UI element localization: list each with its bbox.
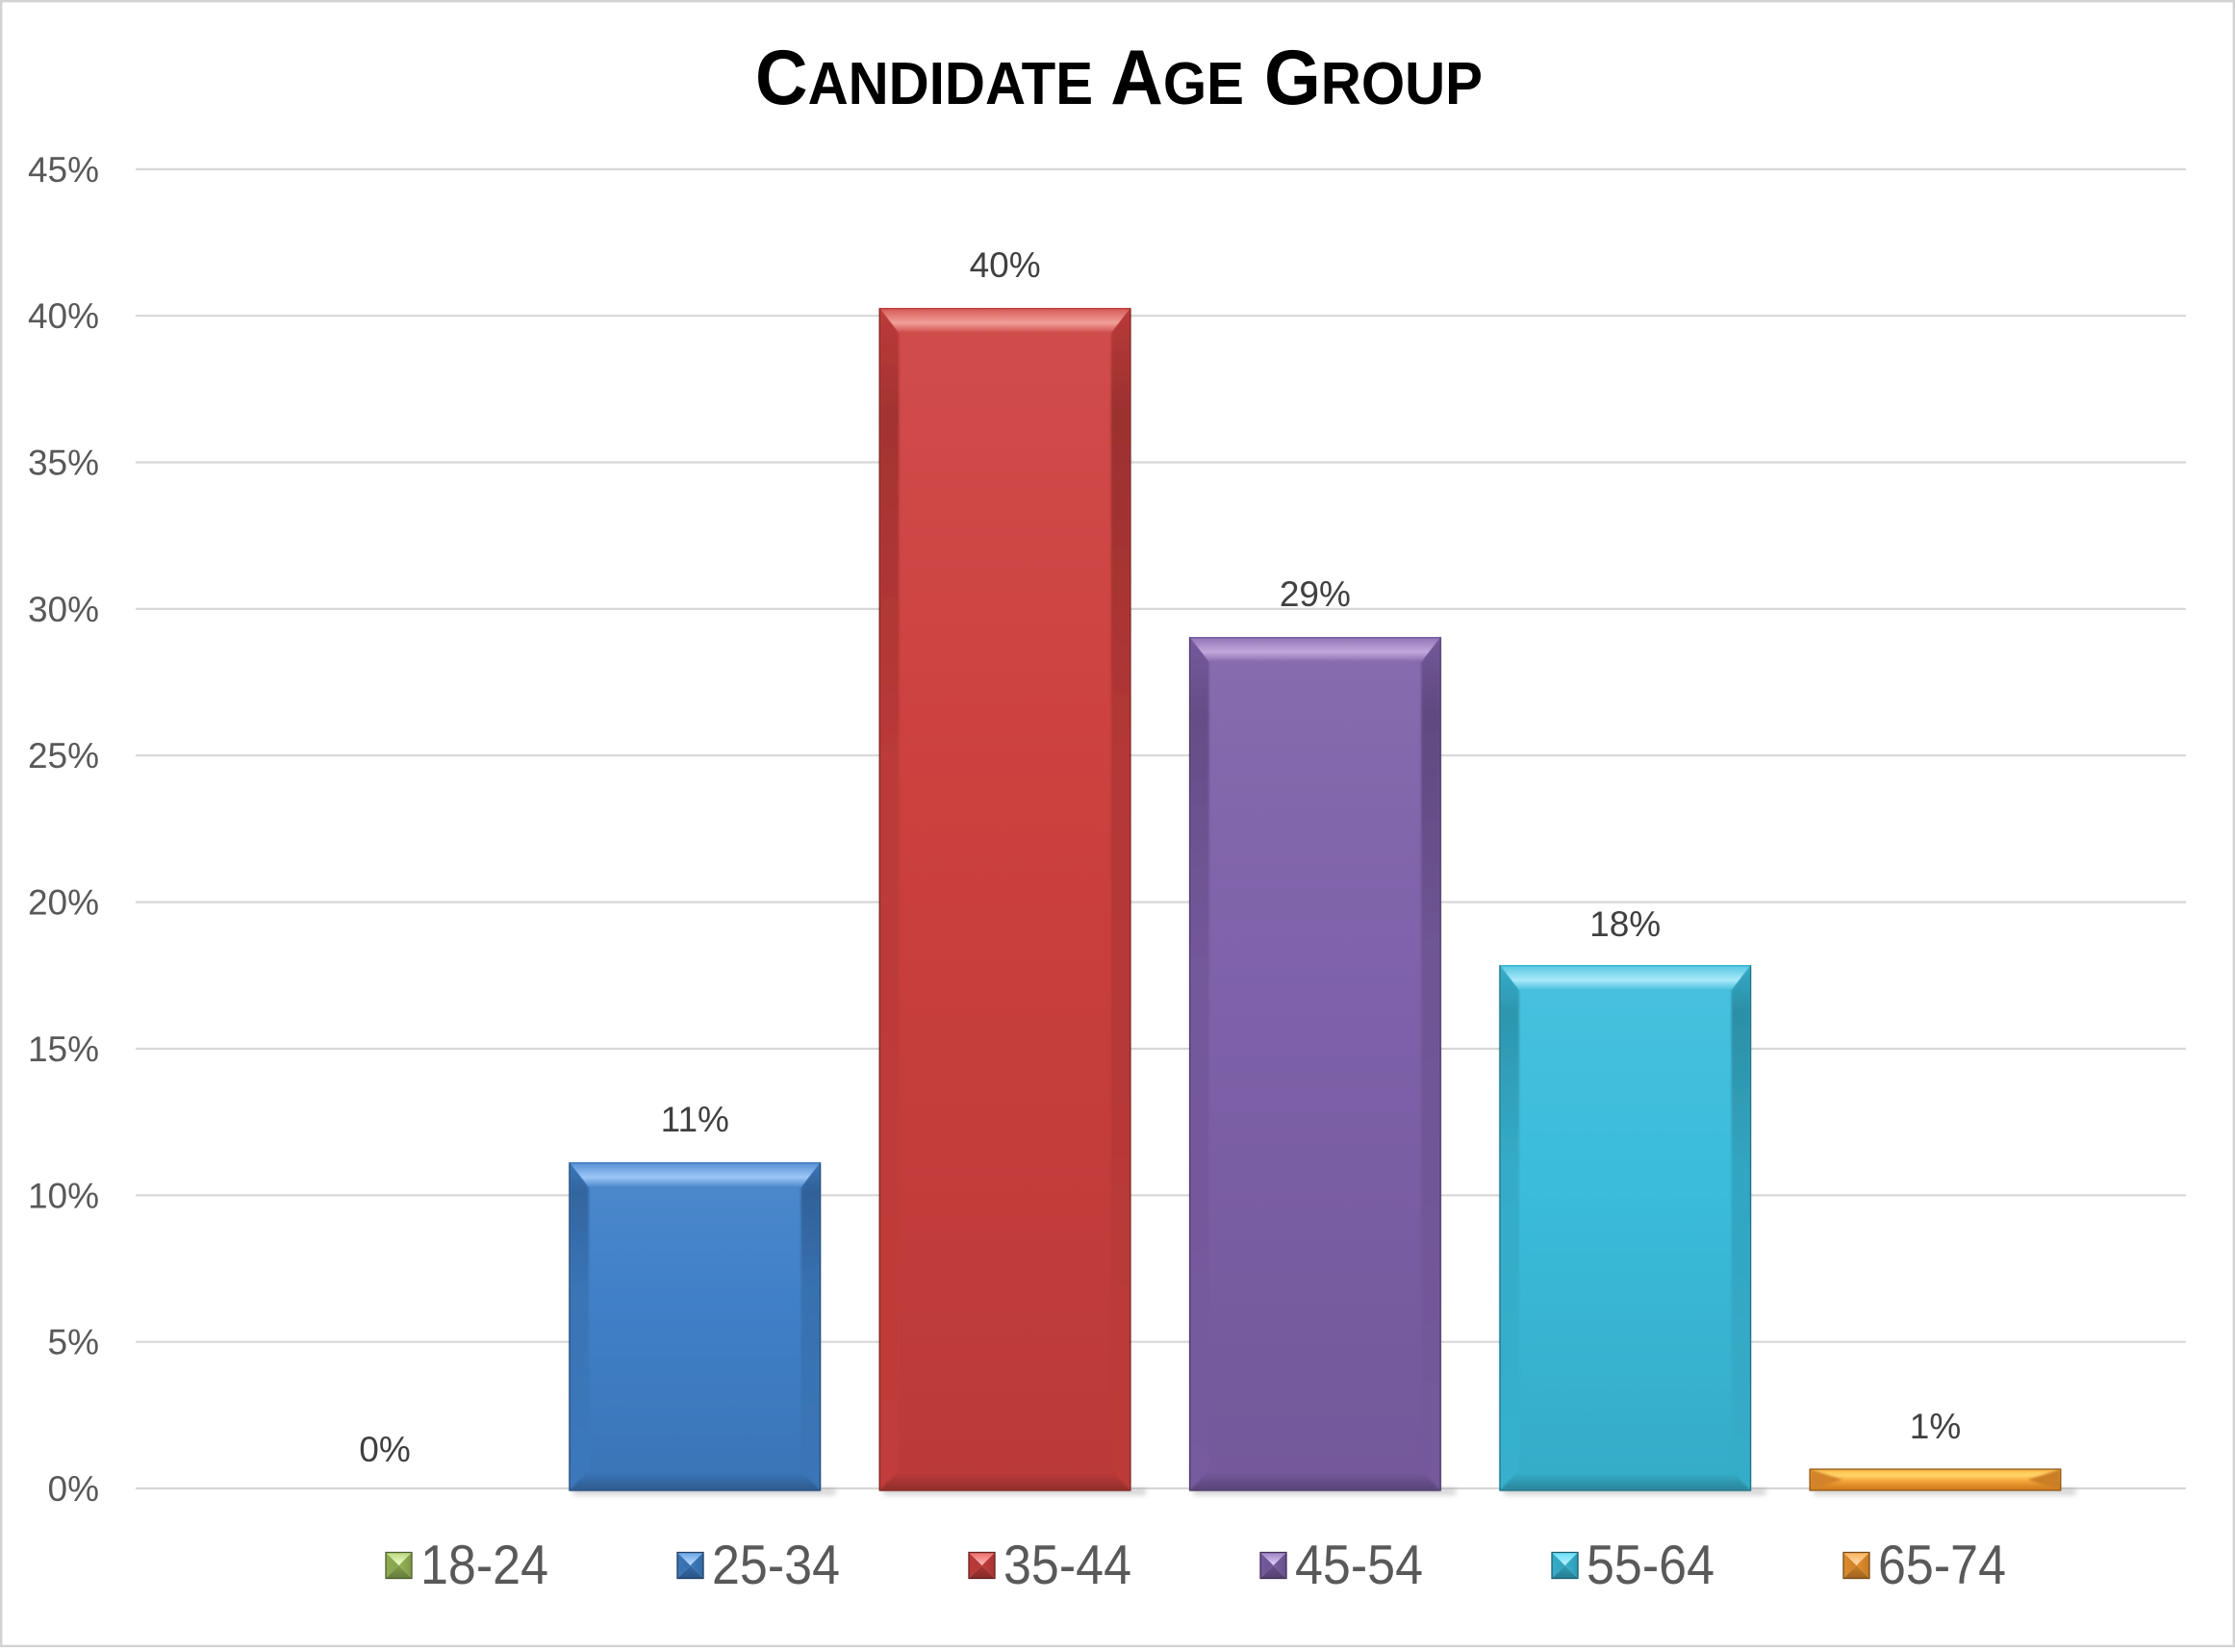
svg-text:18-24: 18-24	[420, 1535, 548, 1596]
svg-text:45-54: 45-54	[1295, 1535, 1423, 1596]
svg-text:35%: 35%	[28, 444, 99, 483]
svg-text:35-44: 35-44	[1003, 1535, 1131, 1596]
svg-text:55-64: 55-64	[1587, 1535, 1714, 1596]
svg-text:45%: 45%	[28, 150, 99, 190]
svg-text:25-34: 25-34	[712, 1535, 840, 1596]
svg-text:0%: 0%	[359, 1430, 410, 1469]
svg-text:18%: 18%	[1589, 904, 1661, 944]
svg-text:10%: 10%	[28, 1176, 99, 1215]
svg-text:0%: 0%	[48, 1469, 99, 1509]
svg-text:65-74: 65-74	[1878, 1535, 2006, 1596]
svg-text:30%: 30%	[28, 590, 99, 629]
svg-text:5%: 5%	[48, 1323, 99, 1362]
svg-text:25%: 25%	[28, 736, 99, 775]
svg-text:20%: 20%	[28, 883, 99, 923]
svg-text:29%: 29%	[1280, 574, 1351, 614]
svg-text:11%: 11%	[661, 1100, 729, 1139]
svg-text:15%: 15%	[28, 1029, 99, 1069]
svg-text:40%: 40%	[28, 296, 99, 336]
svg-text:1%: 1%	[1910, 1407, 1961, 1446]
svg-text:40%: 40%	[970, 245, 1041, 285]
